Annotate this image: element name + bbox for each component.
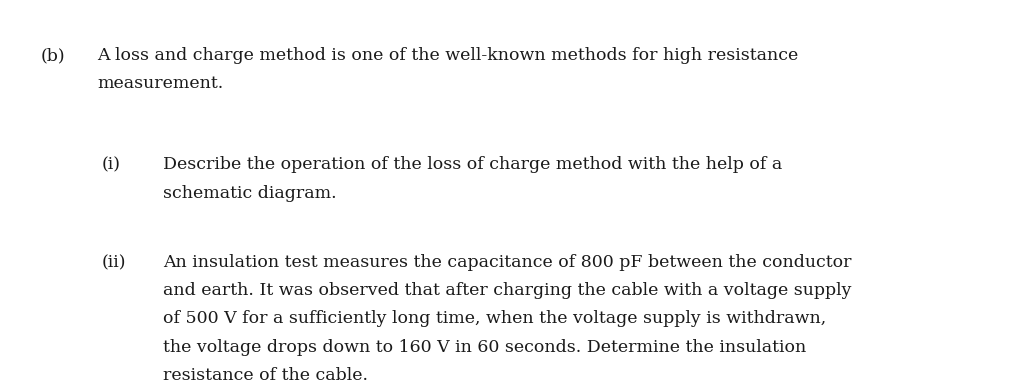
Text: (i): (i) xyxy=(102,156,121,173)
Text: and earth. It was observed that after charging the cable with a voltage supply: and earth. It was observed that after ch… xyxy=(163,282,851,299)
Text: of 500 V for a sufficiently long time, when the voltage supply is withdrawn,: of 500 V for a sufficiently long time, w… xyxy=(163,310,825,327)
Text: schematic diagram.: schematic diagram. xyxy=(163,185,336,201)
Text: (b): (b) xyxy=(41,47,65,64)
Text: A loss and charge method is one of the well-known methods for high resistance: A loss and charge method is one of the w… xyxy=(97,47,798,64)
Text: resistance of the cable.: resistance of the cable. xyxy=(163,367,368,384)
Text: An insulation test measures the capacitance of 800 pF between the conductor: An insulation test measures the capacita… xyxy=(163,254,851,271)
Text: Describe the operation of the loss of charge method with the help of a: Describe the operation of the loss of ch… xyxy=(163,156,782,173)
Text: measurement.: measurement. xyxy=(97,75,223,92)
Text: the voltage drops down to 160 V in 60 seconds. Determine the insulation: the voltage drops down to 160 V in 60 se… xyxy=(163,339,806,355)
Text: (ii): (ii) xyxy=(102,254,126,271)
